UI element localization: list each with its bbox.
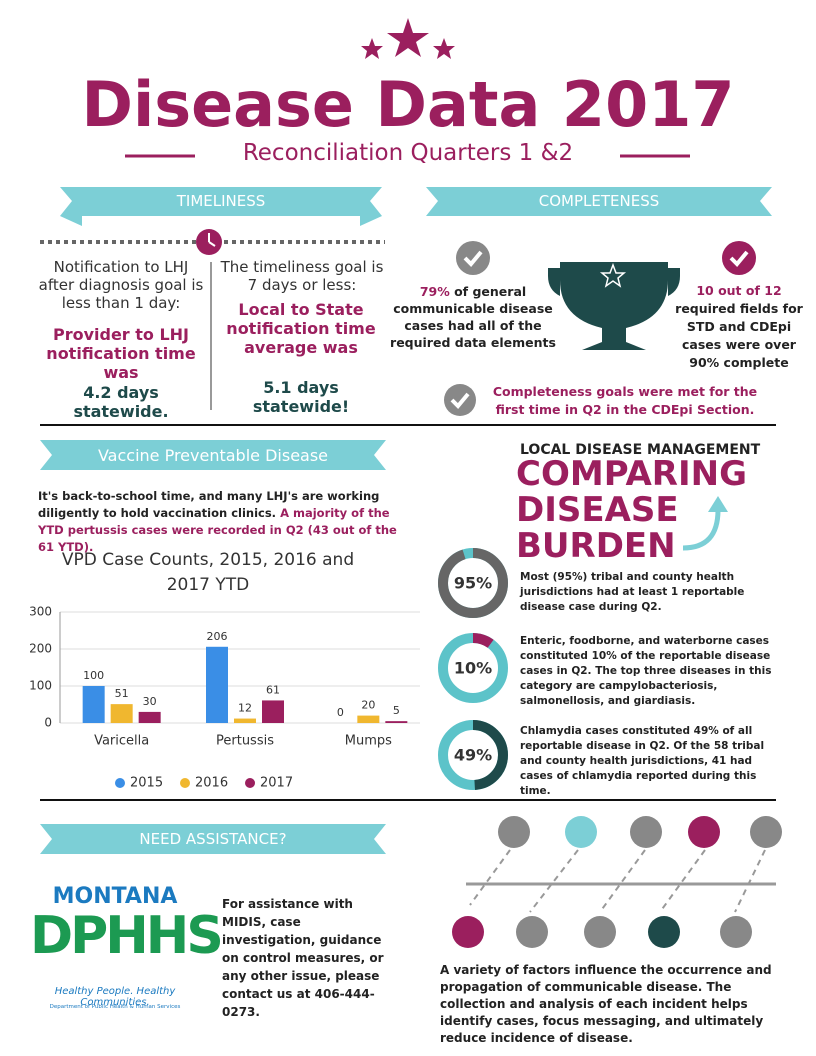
chart: 0100200300Varicella1005130Pertussis20612… bbox=[29, 605, 420, 791]
data-label: 20 bbox=[361, 699, 375, 712]
kicker: LOCAL DISEASE MANAGEMENT bbox=[520, 442, 761, 458]
data-label: 206 bbox=[207, 630, 228, 643]
donut-arc bbox=[438, 720, 508, 790]
ribbons bbox=[40, 187, 772, 854]
data-label: 0 bbox=[337, 706, 344, 719]
banner: COMPLETENESS bbox=[538, 192, 660, 210]
text: It's back-to-school time, and many LHJ's… bbox=[38, 489, 380, 520]
text: of general communicable disease cases ha… bbox=[390, 284, 556, 350]
legend-swatch bbox=[115, 778, 125, 788]
legend-label: 2016 bbox=[195, 776, 228, 791]
highlight: A majority of the YTD pertussis cases we… bbox=[38, 506, 397, 554]
figure: 4.2 days statewide. bbox=[73, 383, 169, 421]
factors-text: A variety of factors influence the occur… bbox=[440, 963, 772, 1045]
logo-state: MONTANA bbox=[52, 884, 178, 909]
y-tick-label: 0 bbox=[44, 716, 52, 730]
data-label: 30 bbox=[143, 695, 157, 708]
subtitle: Reconciliation Quarters 1 &2 bbox=[242, 140, 574, 166]
donut-label: 95% bbox=[454, 574, 492, 593]
x-tick-label: Varicella bbox=[94, 734, 149, 749]
bar bbox=[206, 646, 228, 723]
highlight: 10 out of 12 bbox=[696, 283, 782, 298]
donut-label: 49% bbox=[454, 746, 492, 765]
legend-label: 2015 bbox=[130, 776, 163, 791]
item-text: Enteric, foodborne, and waterborne cases… bbox=[520, 635, 772, 707]
banner: TIMELINESS bbox=[176, 192, 266, 210]
result: Provider to LHJ notification time was bbox=[46, 325, 196, 382]
heading-line: COMPARING bbox=[516, 454, 747, 494]
bar bbox=[138, 711, 161, 723]
bar bbox=[262, 700, 284, 723]
figure: 5.1 days statewide! bbox=[252, 378, 350, 416]
legend-label: 2017 bbox=[260, 776, 293, 791]
legend-swatch bbox=[180, 778, 190, 788]
vpd-text: It's back-to-school time, and many LHJ's… bbox=[38, 488, 398, 556]
bar bbox=[82, 686, 105, 723]
donut-arc bbox=[438, 548, 508, 618]
data-label: 12 bbox=[238, 702, 252, 715]
result: Local to State notification time average… bbox=[226, 300, 376, 357]
y-tick-label: 100 bbox=[29, 679, 52, 693]
logo-name: DPHHS bbox=[30, 906, 224, 966]
bar bbox=[234, 718, 256, 723]
donut-arc bbox=[438, 633, 508, 703]
stars bbox=[361, 18, 455, 59]
bar bbox=[385, 721, 408, 723]
note: Completeness goals were met for the firs… bbox=[492, 384, 758, 417]
y-tick-label: 200 bbox=[29, 642, 52, 656]
bar bbox=[110, 704, 133, 723]
bar bbox=[357, 715, 380, 723]
item-text: Chlamydia cases constituted 49% of all r… bbox=[520, 725, 765, 797]
data-label: 100 bbox=[83, 669, 104, 682]
legend-swatch bbox=[245, 778, 255, 788]
data-label: 5 bbox=[393, 704, 400, 717]
donuts: 95% 10% 49% bbox=[438, 548, 508, 790]
goal: The timeliness goal is 7 days or less: bbox=[220, 258, 384, 294]
title: Disease Data 2017 bbox=[81, 68, 735, 141]
banner: NEED ASSISTANCE? bbox=[139, 830, 287, 848]
logo-department: Department of Public Health & Human Serv… bbox=[49, 1004, 181, 1010]
text: required fields for STD and CDEpi cases … bbox=[675, 301, 803, 370]
donut-label: 10% bbox=[454, 659, 492, 678]
banner: Vaccine Preventable Disease bbox=[97, 446, 329, 465]
icons bbox=[452, 816, 782, 948]
stat: 79% of general communicable disease case… bbox=[388, 283, 558, 351]
logo-tagline: Healthy People. Healthy Communities. bbox=[54, 986, 176, 1008]
stat: 10 out of 12 required fields for STD and… bbox=[674, 282, 804, 372]
data-label: 61 bbox=[266, 683, 280, 696]
highlight: 79% bbox=[419, 284, 450, 299]
x-tick-label: Mumps bbox=[345, 734, 392, 749]
data-label: 51 bbox=[115, 687, 129, 700]
x-tick-label: Pertussis bbox=[216, 734, 274, 749]
heading-line: DISEASE bbox=[516, 490, 679, 530]
y-tick-label: 300 bbox=[29, 605, 52, 619]
chart-title: VPD Case Counts, 2015, 2016 and 2017 YTD bbox=[61, 550, 355, 595]
heading: COMPARING DISEASE BURDEN bbox=[516, 456, 747, 564]
goal: Notification to LHJ after diagnosis goal… bbox=[38, 258, 204, 312]
assistance-text: For assistance with MIDIS, case investig… bbox=[222, 897, 384, 1019]
item-text: Most (95%) tribal and county health juri… bbox=[520, 571, 745, 613]
heading-line: BURDEN bbox=[516, 526, 676, 566]
